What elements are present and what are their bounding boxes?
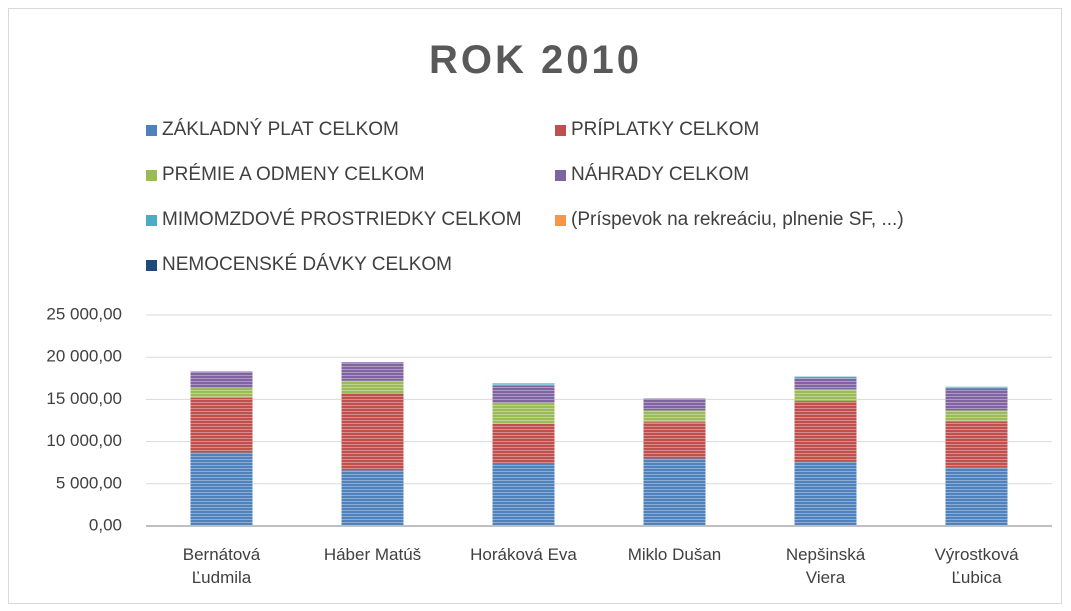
bar-texture [190,371,253,388]
bar-texture [341,470,404,526]
bar-texture [945,467,1008,526]
legend-swatch [555,169,566,181]
x-tick-label: Miklo Dušan [627,545,722,564]
bar-texture [794,401,857,462]
legend-swatch [146,259,157,271]
bar-texture [341,362,404,381]
legend-swatch [555,214,566,226]
bar-texture [794,376,857,379]
bar-texture [492,402,555,424]
legend-item: (Príspevok na rekreáciu, plnenie SF, ...… [555,209,904,231]
y-tick-label: 20 000,00 [46,347,122,366]
legend-swatch [146,124,157,136]
y-tick-label: 15 000,00 [46,389,122,408]
bar-texture [492,383,555,386]
x-tick-label: Horáková Eva [470,545,577,564]
legend-label: NEMOCENSKÉ DÁVKY CELKOM [162,254,453,275]
bar-texture [643,398,706,411]
legend-item: NEMOCENSKÉ DÁVKY CELKOM [146,254,452,276]
x-tick-label: Výrostková Ľubica [934,545,1019,587]
legend-item: PRÍPLATKY CELKOM [555,119,759,141]
legend-label: NÁHRADY CELKOM [571,164,750,185]
bar-texture [643,422,706,459]
bar-texture [945,421,1008,468]
x-tick-label: Bernátová Ľudmila [182,545,261,587]
bar-texture [794,461,857,526]
legend-item: ZÁKLADNÝ PLAT CELKOM [146,119,399,141]
bar-texture [643,410,706,423]
legend-label: (Príspevok na rekreáciu, plnenie SF, ...… [571,209,904,230]
bar-texture [492,423,555,464]
bar-texture [794,378,857,390]
y-tick-label: 25 000,00 [46,304,122,323]
legend-swatch [146,169,157,181]
y-tick-label: 5 000,00 [56,473,122,492]
bar-texture [643,458,706,526]
bar-texture [945,386,1008,389]
bar-texture [190,387,253,398]
bar-texture [794,389,857,402]
legend-item: PRÉMIE A ODMENY CELKOM [146,164,425,186]
chart-title: ROK 2010 [429,38,642,82]
legend-swatch [555,124,566,136]
bar-texture [341,393,404,471]
y-tick-label: 0,00 [89,515,122,534]
x-tick-label: Nepšinská Viera [785,545,866,587]
x-tick-label: Háber Matúš [323,545,422,564]
bar-texture [492,463,555,526]
bar-texture [190,452,253,526]
bar-texture [945,410,1008,422]
legend-swatch [146,214,157,226]
chart-frame [8,8,1062,604]
bar-texture [190,397,253,453]
legend-item: MIMOMZDOVÉ PROSTRIEDKY CELKOM [146,209,522,231]
bar-texture [341,380,404,394]
legend-label: ZÁKLADNÝ PLAT CELKOM [162,119,399,140]
legend-label: PRÍPLATKY CELKOM [571,119,760,140]
legend-label: PRÉMIE A ODMENY CELKOM [162,164,425,185]
y-tick-label: 10 000,00 [46,431,122,450]
bar-texture [945,388,1008,411]
bar-texture [492,385,555,403]
legend-label: MIMOMZDOVÉ PROSTRIEDKY CELKOM [162,209,522,230]
legend-item: NÁHRADY CELKOM [555,164,749,186]
